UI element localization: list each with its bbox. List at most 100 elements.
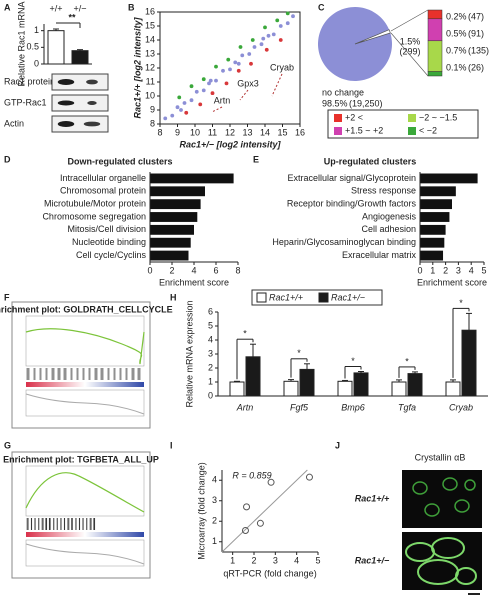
- point: [241, 526, 249, 534]
- y-tick-label: 11: [146, 76, 155, 86]
- point: [252, 45, 257, 49]
- annotation-box: [209, 95, 235, 107]
- annotation: Gpx3: [237, 78, 259, 88]
- gsea-metric-curve: [25, 393, 145, 415]
- annotation: R = 0.859: [232, 470, 271, 480]
- x-tick-label: 4: [191, 265, 196, 275]
- chart-title: Up-regulated clusters: [324, 156, 417, 166]
- annotation-box: [235, 78, 261, 90]
- slice-value: 98.5%: [322, 98, 348, 108]
- x-tick-label: 2: [443, 265, 448, 275]
- breakdown-segment: [427, 71, 443, 77]
- category-label: Angiogenesis: [362, 211, 417, 221]
- x-tick-label: 12: [225, 127, 235, 137]
- point: [189, 98, 194, 103]
- blot-band: [57, 79, 75, 85]
- bar: [47, 30, 65, 65]
- y-tick-label: 8: [150, 118, 155, 128]
- panel-letter: H: [170, 292, 177, 302]
- y-axis-label: Microarray (fold change): [196, 462, 206, 560]
- breakdown-segment: [427, 40, 443, 72]
- x-axis-label: Enrichment score: [159, 277, 229, 287]
- y-tick-label: 2: [212, 516, 217, 526]
- x-tick-label: 1: [430, 265, 435, 275]
- panel-letter: B: [128, 2, 135, 12]
- blot-frame: [51, 94, 109, 112]
- bar: [150, 237, 191, 248]
- gsea-metric-curve: [25, 543, 145, 565]
- point: [201, 77, 206, 82]
- x-tick-label: 10: [190, 127, 200, 137]
- connector: [390, 32, 429, 77]
- bar: [420, 173, 478, 184]
- bar: [150, 224, 194, 235]
- gsea-frame: [11, 301, 151, 429]
- point: [194, 89, 199, 94]
- blot-label: Rac1 protein: [4, 76, 55, 86]
- y-tick-label: 9: [150, 104, 155, 114]
- gsea-title: Enrichment plot: TGFBETA_ALL_UP: [3, 454, 159, 464]
- y-tick-label: 1: [208, 376, 213, 386]
- y-tick-label: 1: [212, 536, 217, 546]
- blot-frame: [51, 115, 109, 133]
- bar: [353, 372, 369, 397]
- y-tick-label: 3: [212, 495, 217, 505]
- gsea-frame: [11, 451, 151, 579]
- gsea-plot: [25, 465, 145, 517]
- category-label: Nucleotide binding: [72, 237, 146, 247]
- bar: [229, 381, 245, 397]
- x-tick-label: 2: [169, 265, 174, 275]
- bar: [71, 50, 89, 65]
- legend-label: −2 ~ −1.5: [419, 112, 457, 122]
- annotation-leader: [239, 89, 249, 101]
- point: [259, 42, 264, 47]
- point: [261, 36, 266, 41]
- panel-letter: E: [253, 154, 259, 164]
- blot-band: [87, 101, 97, 105]
- x-tick-label: 1: [230, 555, 235, 565]
- category-label: Mitosis/Cell division: [67, 224, 146, 234]
- y-tick-label: 2: [208, 362, 213, 372]
- point: [247, 52, 252, 56]
- panel-letter: F: [4, 292, 10, 302]
- breakdown-segment: [427, 9, 443, 20]
- legend-label: +1.5 ~ +2: [345, 125, 383, 135]
- x-tick-label: Fgf5: [290, 402, 309, 412]
- y-tick-label: 5: [208, 320, 213, 330]
- x-tick-label: Bmp6: [341, 402, 365, 412]
- category-label: Chromosome segregation: [42, 211, 146, 221]
- category-label: Chromosomal protein: [60, 186, 146, 196]
- x-tick-label: 4: [294, 555, 299, 565]
- point: [278, 38, 283, 42]
- bar: [299, 368, 315, 397]
- point: [233, 60, 238, 65]
- annotation-box: [269, 62, 295, 74]
- bar: [420, 186, 456, 197]
- row-label: Rac1+/−: [355, 555, 390, 565]
- category-label: Exracellular matrix: [342, 250, 417, 260]
- breakdown-value: 0.7%: [446, 45, 467, 55]
- gsea-rank-bar: [26, 532, 144, 537]
- breakdown-count: (47): [468, 11, 484, 21]
- point: [226, 57, 231, 62]
- x-tick-label: 0: [417, 265, 422, 275]
- category-label: Intracellular organelle: [60, 173, 146, 183]
- cell: [424, 503, 440, 517]
- chart-title: Down-regulated clusters: [67, 156, 172, 166]
- point: [236, 68, 241, 73]
- panel-letter: D: [4, 154, 11, 164]
- y-tick-label: 1: [34, 25, 39, 35]
- point: [228, 67, 232, 72]
- point: [170, 113, 175, 118]
- x-tick-label: 8: [235, 265, 240, 275]
- legend-label: +2 <: [345, 112, 363, 122]
- x-axis-label: Rac1+/− [log2 intensity]: [179, 139, 281, 149]
- category-label: Stress response: [351, 186, 416, 196]
- point: [210, 91, 215, 96]
- annotation-leader: [211, 106, 223, 113]
- x-tick-label: 3: [273, 555, 278, 565]
- point: [271, 32, 276, 37]
- cell: [442, 477, 458, 491]
- y-axis-label: Relative mRNA expression: [184, 300, 194, 407]
- y-tick-label: 6: [208, 306, 213, 316]
